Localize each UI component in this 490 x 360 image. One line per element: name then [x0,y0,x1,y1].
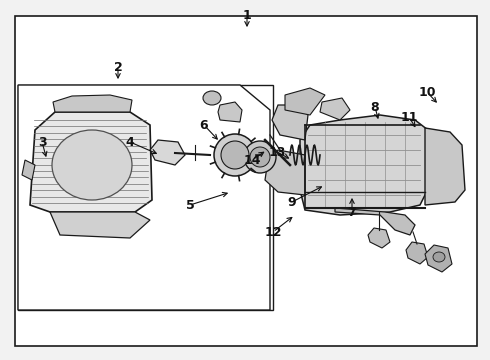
Polygon shape [218,102,242,122]
Polygon shape [425,128,465,205]
Ellipse shape [244,141,276,173]
Text: 4: 4 [125,135,134,149]
Polygon shape [18,85,270,310]
Polygon shape [22,160,35,180]
Text: 7: 7 [347,206,356,219]
Polygon shape [320,98,350,120]
Polygon shape [368,228,390,248]
Text: 6: 6 [200,118,208,131]
Ellipse shape [52,130,132,200]
Polygon shape [300,115,430,215]
Polygon shape [425,245,452,272]
Text: 9: 9 [288,195,296,208]
Text: 10: 10 [418,86,436,99]
Text: 12: 12 [264,225,282,239]
Polygon shape [50,212,150,238]
Polygon shape [285,88,325,115]
Text: 11: 11 [400,111,418,123]
Polygon shape [30,112,152,212]
Text: 3: 3 [38,135,47,149]
Text: 8: 8 [371,100,379,113]
Ellipse shape [221,141,249,169]
Polygon shape [335,208,415,235]
Text: 1: 1 [243,9,251,22]
Ellipse shape [433,252,445,262]
Bar [18,85,273,310]
Polygon shape [53,95,132,112]
Polygon shape [272,105,308,140]
Ellipse shape [250,147,270,167]
Polygon shape [265,150,305,195]
Text: 14: 14 [243,153,261,166]
Polygon shape [150,140,185,165]
Text: 13: 13 [269,145,286,158]
Polygon shape [406,242,428,264]
Text: 5: 5 [186,198,195,212]
Ellipse shape [214,134,256,176]
Ellipse shape [203,91,221,105]
Text: 2: 2 [114,60,122,73]
